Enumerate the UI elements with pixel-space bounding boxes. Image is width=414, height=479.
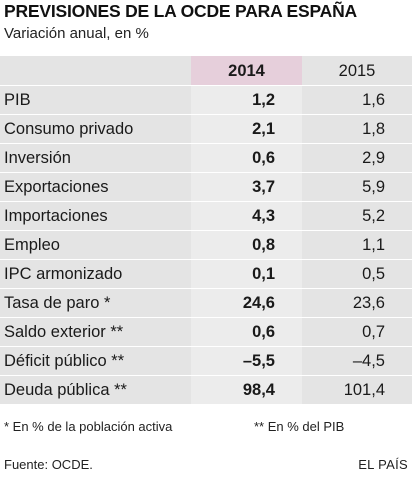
footnote-population: * En % de la población activa [4,419,173,434]
value-2015: –4,5 [302,346,412,376]
header-year-2015: 2015 [302,56,412,86]
table-header: 2014 2015 [0,56,412,86]
table-row: IPC armonizado 0,1 0,5 [0,259,412,289]
value-2015: 1,6 [302,85,412,115]
table-row: Consumo privado 2,1 1,8 [0,114,412,144]
value-2014: 1,2 [191,85,302,115]
value-2014: 2,1 [191,114,302,144]
value-2015: 23,6 [302,288,412,318]
value-2014: 3,7 [191,172,302,202]
table-row: Empleo 0,8 1,1 [0,230,412,260]
chart-subtitle: Variación anual, en % [4,25,149,42]
row-label: Empleo [0,230,191,260]
header-year-2014: 2014 [191,56,302,86]
value-2014: 24,6 [191,288,302,318]
table-row: Tasa de paro * 24,6 23,6 [0,288,412,318]
footnote-gdp: ** En % del PIB [254,419,345,434]
table-row: PIB 1,2 1,6 [0,85,412,115]
value-2015: 2,9 [302,143,412,173]
row-label: Déficit público ** [0,346,191,376]
value-2014: 0,8 [191,230,302,260]
row-label: Exportaciones [0,172,191,202]
table-row: Importaciones 4,3 5,2 [0,201,412,231]
row-label: Deuda pública ** [0,375,191,405]
value-2015: 1,8 [302,114,412,144]
row-label: PIB [0,85,191,115]
value-2014: 98,4 [191,375,302,405]
footnotes: * En % de la población activa ** En % de… [4,419,410,434]
row-label: Inversión [0,143,191,173]
value-2014: 0,1 [191,259,302,289]
value-2015: 0,5 [302,259,412,289]
value-2015: 0,7 [302,317,412,347]
table-row: Déficit público ** –5,5 –4,5 [0,346,412,376]
row-label: Consumo privado [0,114,191,144]
value-2015: 5,9 [302,172,412,202]
row-label: Tasa de paro * [0,288,191,318]
source-credit: Fuente: OCDE. [4,457,93,472]
table-row: Inversión 0,6 2,9 [0,143,412,173]
value-2015: 101,4 [302,375,412,405]
header-blank-cell [0,56,191,86]
value-2014: 0,6 [191,143,302,173]
value-2014: –5,5 [191,346,302,376]
value-2015: 5,2 [302,201,412,231]
forecast-table: 2014 2015 PIB 1,2 1,6 Consumo privado 2,1 1,8… [0,56,412,405]
table-row: Saldo exterior ** 0,6 0,7 [0,317,412,347]
value-2015: 1,1 [302,230,412,260]
row-label: Importaciones [0,201,191,231]
row-label: IPC armonizado [0,259,191,289]
table-body: PIB 1,2 1,6 Consumo privado 2,1 1,8 Inversión 0… [0,85,412,405]
table-row: Deuda pública ** 98,4 101,4 [0,375,412,405]
value-2014: 0,6 [191,317,302,347]
value-2014: 4,3 [191,201,302,231]
row-label: Saldo exterior ** [0,317,191,347]
chart-title: PREVISIONES DE LA OCDE PARA ESPAÑA [4,1,357,21]
table-row: Exportaciones 3,7 5,9 [0,172,412,202]
publisher-logo: EL PAÍS [358,457,408,472]
